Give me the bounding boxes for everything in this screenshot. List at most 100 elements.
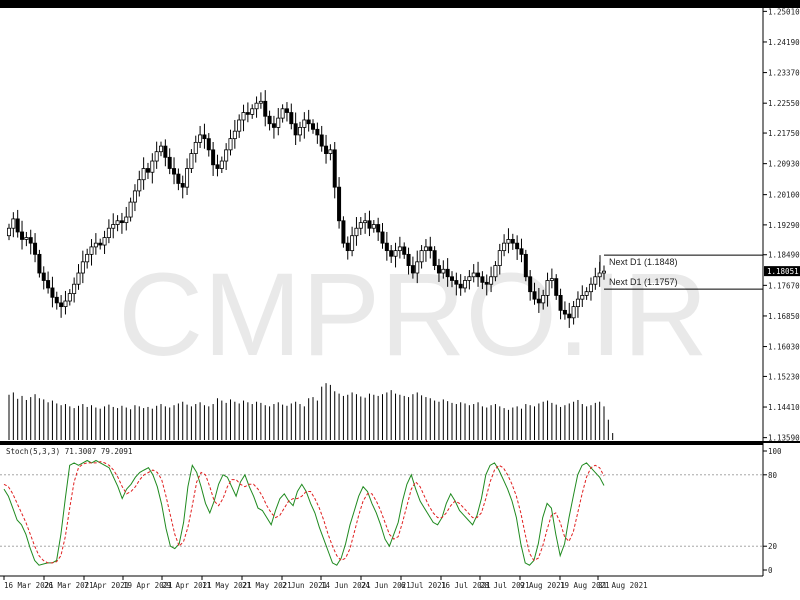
candle-body (7, 227, 12, 237)
candle-body (293, 123, 298, 136)
candle-body (24, 237, 29, 240)
time-tick-label: 28 Jul 2021 (480, 581, 530, 590)
candle-body (33, 242, 38, 255)
candle-body (454, 280, 459, 285)
time-tick-label: 2 Jun 2021 (282, 581, 327, 590)
price-axis: 1.25010 1.24190 1.23370 1.22550 1.21750 1.209… (763, 7, 800, 443)
candle-body (141, 168, 146, 181)
candle-body (471, 272, 476, 278)
candle-body (410, 265, 415, 274)
time-tick-label: 26 Mar 2021 (44, 581, 94, 590)
level-label: Next D1 (1.1848) (609, 257, 678, 267)
candle-body (50, 287, 55, 298)
candle-body (176, 173, 181, 184)
candle-body (319, 134, 324, 147)
candle-body (80, 261, 85, 274)
candle-body (198, 134, 203, 143)
price-tick-label: 1.20930 (768, 160, 800, 169)
candle-body (76, 272, 81, 285)
candle-body (297, 127, 302, 136)
time-tick-label: 16 Mar 2021 (4, 581, 54, 590)
stoch-tick-label: 0 (768, 566, 773, 575)
candle-body (337, 186, 342, 222)
candle-body (211, 149, 216, 166)
next-d1-levels: Next D1 (1.1848) Next D1 (1.1757) (599, 254, 763, 290)
price-tick-label: 1.18490 (768, 251, 800, 260)
candle-body (93, 242, 98, 248)
candle-body (98, 242, 103, 246)
candle-body (28, 237, 33, 244)
candle-body (415, 261, 420, 274)
candle-body (245, 112, 250, 115)
candle-body (588, 283, 593, 293)
stoch-signal-line (3, 461, 605, 564)
candle-body (558, 295, 563, 311)
candle-body (132, 190, 137, 203)
candle-body (367, 220, 372, 229)
candle-body (484, 281, 489, 285)
candle-body (124, 216, 129, 224)
candle-body (519, 248, 524, 255)
candle-body (202, 134, 207, 140)
candle-body (328, 149, 333, 154)
candle-body (463, 280, 468, 289)
price-tick-label: 1.24190 (768, 38, 800, 47)
candle-body (111, 224, 116, 229)
time-tick-label: 14 Jun 2021 (321, 581, 371, 590)
price-tick-label: 1.15230 (768, 372, 800, 381)
candle-body (63, 300, 68, 308)
time-tick-label: 16 Jul 2021 (441, 581, 491, 590)
time-tick-label: 9 Aug 2021 (520, 581, 565, 590)
price-tick-label: 1.14410 (768, 403, 800, 412)
candle-body (128, 201, 133, 218)
candle-body (189, 153, 194, 169)
candle-body (554, 278, 559, 296)
candle-body (541, 295, 546, 304)
candle-body (145, 168, 150, 173)
candle-body (363, 220, 368, 224)
price-panel (0, 8, 763, 441)
candle-body (119, 220, 124, 224)
candle-body (306, 119, 311, 125)
candle-body (528, 276, 533, 293)
candle-body (154, 151, 159, 162)
time-tick-label: 19 Aug 2021 (560, 581, 610, 590)
candle-body (46, 280, 51, 289)
time-tick-label: 19 Apr 2021 (123, 581, 173, 590)
candle-body (137, 179, 142, 192)
candle-body (180, 183, 185, 188)
candle-body (432, 250, 437, 266)
candle-body (358, 222, 363, 229)
candle-body (480, 276, 485, 283)
candle-body (193, 141, 198, 154)
candle-body (254, 102, 259, 110)
candle-body (241, 112, 246, 121)
candle-body (545, 280, 550, 296)
candle-body (267, 115, 272, 125)
price-tick-label: 1.17670 (768, 281, 800, 290)
price-tick-label: 1.22550 (768, 99, 800, 108)
candle-body (159, 145, 164, 153)
candle-body (185, 168, 190, 188)
candle-body (393, 250, 398, 257)
candle-body (41, 272, 46, 281)
candle-body (324, 145, 329, 154)
candle-body (206, 138, 211, 151)
candle-body (284, 108, 289, 113)
candle-body (476, 272, 481, 278)
candle-body (72, 283, 77, 294)
price-axis-panel (763, 8, 800, 576)
candle-body (523, 253, 528, 278)
candle-body (515, 242, 520, 250)
candle-body (575, 298, 580, 308)
candle-body (115, 220, 120, 225)
candle-body (20, 231, 25, 240)
candle-body (280, 108, 285, 119)
stoch-label: Stoch(5,3,3) 71.3007 79.2091 (6, 447, 132, 456)
candlesticks (7, 90, 607, 328)
candle-body (59, 302, 64, 308)
price-tick-label: 1.19290 (768, 221, 800, 230)
candle-body (384, 242, 389, 252)
